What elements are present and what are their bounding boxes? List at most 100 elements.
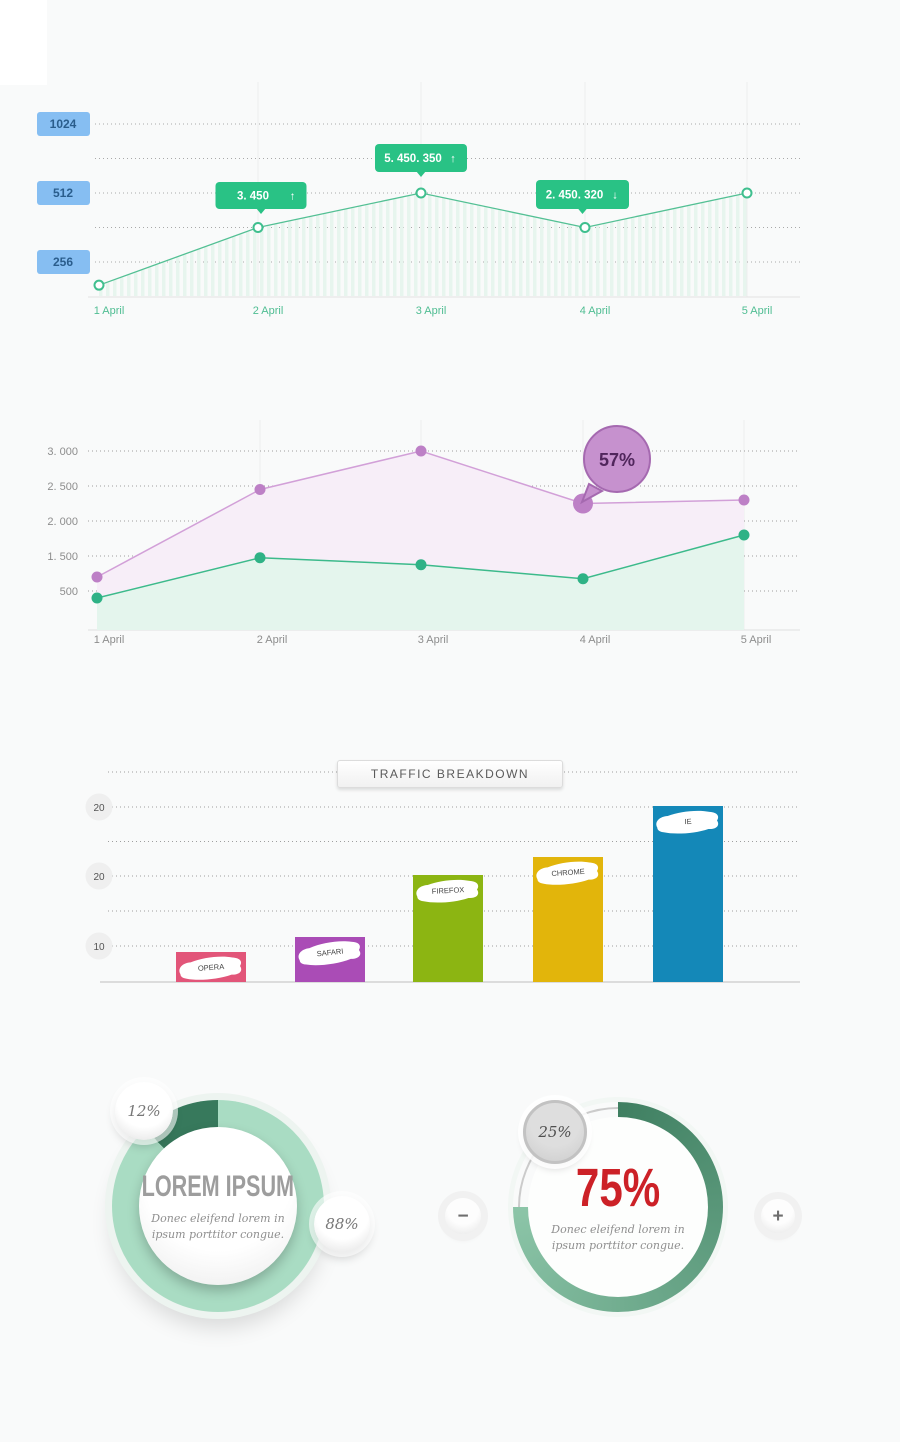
x-axis-label: 5 April	[742, 305, 773, 317]
area-stripe	[701, 202, 705, 296]
y-tick-label: 512	[53, 186, 73, 200]
progress-subtitle: Donec eleifend lorem in ipsum porttitor …	[551, 1222, 685, 1252]
green-data-point[interactable]	[415, 559, 427, 571]
area-stripe	[379, 201, 383, 296]
area-stripe	[344, 209, 348, 296]
area-stripe	[561, 222, 565, 296]
data-point[interactable]	[93, 279, 105, 291]
corner-patch	[0, 0, 47, 85]
tooltip-value: 3. 450	[237, 191, 269, 203]
area-stripe	[365, 204, 369, 296]
bar-ribbon: OPERA	[179, 956, 242, 980]
up-arrow-icon: ↑	[450, 153, 456, 165]
area-stripe	[463, 201, 467, 296]
area-stripe	[274, 224, 278, 296]
donut-gauge: LOREM IPSUM Donec eleifend lorem in ipsu…	[106, 1082, 370, 1318]
minus-icon: −	[457, 1205, 469, 1227]
area-stripe	[176, 257, 180, 296]
bar-ribbon: IE	[656, 810, 719, 834]
purple-data-point[interactable]	[254, 484, 266, 495]
area-stripe	[267, 225, 271, 296]
area-stripe	[526, 215, 530, 296]
bar-label: CHROME	[551, 867, 585, 878]
tooltip-pointer	[416, 171, 426, 177]
donut-title: LOREM IPSUM	[141, 1169, 295, 1203]
decrease-button[interactable]: −	[445, 1198, 481, 1234]
area-stripe	[211, 244, 215, 296]
y-tick-badge	[37, 181, 90, 205]
area-stripe	[687, 205, 691, 296]
area-stripe	[512, 212, 516, 296]
area-stripe	[673, 208, 677, 296]
data-point[interactable]	[741, 187, 753, 199]
y-axis-label: 500	[60, 586, 78, 598]
green-data-point[interactable]	[254, 552, 266, 564]
data-point[interactable]	[252, 222, 264, 233]
y-axis-label: 1. 500	[47, 551, 78, 563]
tooltip-box	[536, 180, 629, 209]
area-stripe	[197, 249, 201, 296]
area-stripe	[246, 231, 250, 296]
area-stripe	[323, 213, 327, 296]
area-stripe	[414, 194, 418, 296]
area-stripe	[99, 285, 103, 296]
y-tick-label: 1024	[50, 117, 77, 131]
purple-data-point[interactable]	[415, 445, 427, 457]
y-tick-badge	[37, 112, 90, 136]
area-stripe	[484, 206, 488, 296]
area-stripe	[533, 216, 537, 296]
y-axis-label: 3. 000	[47, 446, 78, 458]
area-stripe	[281, 222, 285, 296]
purple-data-point[interactable]	[91, 571, 103, 583]
value-tooltip[interactable]: 2. 450. 320 ↓	[536, 180, 629, 214]
x-axis-label: 3 April	[416, 305, 447, 317]
area-stripe	[295, 219, 299, 296]
bar-label: OPERA	[198, 962, 225, 973]
data-point[interactable]	[579, 222, 591, 233]
area-stripe	[155, 264, 159, 296]
area-stripe	[120, 277, 124, 296]
green-data-point[interactable]	[91, 592, 103, 604]
area-stripe	[645, 214, 649, 296]
plus-icon: +	[772, 1205, 784, 1227]
purple-data-point[interactable]	[738, 494, 750, 506]
y-tick-label: 256	[53, 255, 73, 269]
area-stripe	[540, 218, 544, 296]
y-tick-circle	[85, 932, 113, 960]
area-stripe	[477, 204, 481, 296]
area-stripe	[652, 213, 656, 296]
green-data-point[interactable]	[738, 529, 750, 541]
tooltip-value: 5. 450. 350	[384, 153, 442, 165]
y-axis-label: 2. 500	[47, 481, 78, 493]
bar-label: FIREFOX	[432, 885, 465, 896]
x-axis-label: 5 April	[741, 634, 772, 646]
area-stripe	[631, 217, 635, 296]
area-stripe	[309, 216, 313, 296]
ribbon-shape	[416, 879, 479, 903]
data-point[interactable]	[415, 187, 427, 199]
area-stripe	[470, 203, 474, 296]
callout-bubble[interactable]: 57%	[580, 425, 651, 505]
value-tooltip[interactable]: 5. 450. 350 ↑	[375, 144, 467, 177]
area-stripe	[393, 198, 397, 296]
area-stripe	[575, 225, 579, 296]
area-stripe	[624, 219, 628, 296]
value-tooltip[interactable]: 3. 450 ↑	[215, 182, 307, 214]
green-data-point[interactable]	[577, 573, 589, 585]
area-stripe	[358, 206, 362, 296]
area-chart: 3. 000 2. 500 2. 000 1. 500 500 1 April 2 Apri…	[47, 420, 800, 646]
area-stripe	[127, 275, 131, 296]
area-stripe	[505, 210, 509, 296]
bar-label: IE	[684, 817, 692, 826]
y-tick-label: 20	[93, 872, 105, 883]
donut-badge-88: 88%	[314, 1196, 370, 1252]
callout-value: 57%	[599, 450, 635, 470]
area-stripe	[610, 222, 614, 296]
area-stripe	[547, 219, 551, 296]
increase-button[interactable]: +	[761, 1199, 795, 1233]
bar-ie[interactable]	[653, 806, 723, 982]
area-stripe	[498, 209, 502, 296]
tooltip-box	[375, 144, 467, 172]
area-stripe	[316, 215, 320, 296]
traffic-breakdown-button[interactable]: TRAFFIC BREAKDOWN	[337, 760, 563, 788]
